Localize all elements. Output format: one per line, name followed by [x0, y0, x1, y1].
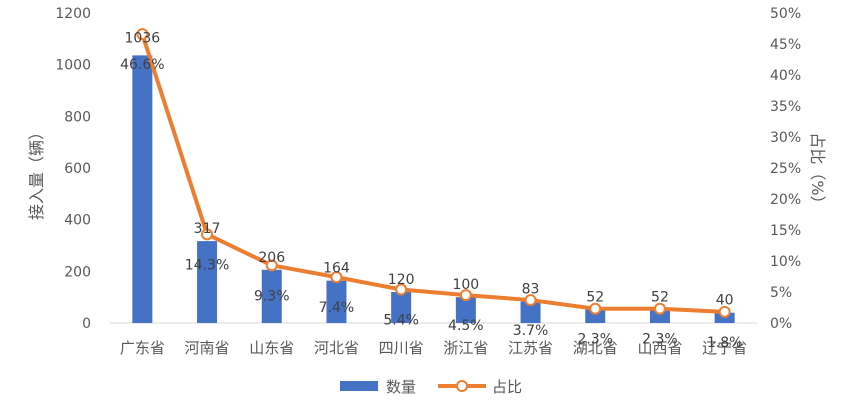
x-tick-label: 山东省 — [249, 339, 294, 357]
bar — [197, 241, 218, 323]
bar-value-label: 52 — [586, 290, 604, 306]
bar — [326, 280, 347, 323]
bar — [455, 297, 476, 323]
y2-tick-label: 15% — [770, 223, 801, 239]
line-point — [330, 271, 343, 284]
line-value-label: 46.6% — [120, 57, 164, 73]
bar-value-label: 100 — [452, 277, 479, 293]
line-value-label: 1.8% — [707, 335, 743, 351]
y2-tick-label: 10% — [770, 254, 801, 270]
line-point — [524, 294, 537, 307]
y-axis-title: 接入量（辆） — [27, 124, 46, 220]
line-point — [201, 228, 214, 241]
bar — [520, 301, 541, 323]
line-value-label: 9.3% — [254, 288, 290, 304]
y2-tick-label: 40% — [770, 68, 801, 84]
line-value-label: 3.7% — [513, 323, 549, 339]
line-value-label: 2.3% — [577, 332, 613, 348]
x-tick-label: 广东省 — [120, 339, 165, 357]
line-series — [136, 28, 731, 318]
x-tick-label: 浙江省 — [443, 339, 488, 357]
data-labels: 1036 317 206 164 120 100 83 52 52 40 46.6% 14.3% 9.3… — [120, 30, 742, 350]
bar-value-label: 164 — [323, 261, 350, 277]
bar-value-label: 52 — [651, 290, 669, 306]
x-tick-label: 山西省 — [637, 339, 682, 357]
line-value-label: 5.4% — [383, 313, 419, 329]
y-tick-label: 1200 — [55, 6, 91, 22]
y2-tick-label: 50% — [770, 6, 801, 22]
x-tick-label: 河南省 — [185, 339, 230, 357]
y2-tick-label: 30% — [770, 130, 801, 146]
bar-value-label: 206 — [258, 250, 285, 266]
line-value-label: 14.3% — [185, 257, 229, 273]
y-tick-label: 1000 — [55, 58, 91, 74]
legend-swatch-bar — [340, 381, 378, 391]
bar-series — [132, 55, 735, 323]
y2-tick-label: 0% — [770, 316, 792, 332]
x-tick-label: 辽宁省 — [702, 339, 747, 357]
bar — [132, 55, 153, 323]
line-point — [395, 283, 408, 296]
line-path — [140, 32, 727, 314]
bar — [261, 269, 282, 323]
bar-value-label: 120 — [388, 272, 415, 288]
line-point — [265, 259, 278, 272]
line-point — [589, 302, 602, 315]
legend-label-bar: 数量 — [386, 378, 416, 396]
bar — [391, 292, 412, 323]
line-point — [718, 305, 731, 318]
y2-tick-label: 35% — [770, 99, 801, 115]
y2-tick-label: 5% — [770, 285, 792, 301]
y2-tick-label: 45% — [770, 37, 801, 53]
bar — [585, 309, 606, 323]
bar — [649, 309, 670, 323]
y2-axis-title: 占比（%） — [808, 132, 827, 211]
line-value-label: 7.4% — [319, 300, 355, 316]
bar-value-label: 40 — [716, 293, 734, 309]
bar-value-label: 317 — [194, 221, 221, 237]
y-tick-label: 200 — [64, 264, 91, 280]
y-tick-label: 800 — [64, 109, 91, 125]
bar-value-label: 83 — [522, 282, 540, 298]
y2-tick-label: 25% — [770, 161, 801, 177]
y-tick-label: 0 — [82, 316, 91, 332]
x-tick-label: 四川省 — [379, 339, 424, 357]
line-point — [136, 28, 149, 41]
line-point — [459, 289, 472, 302]
bar-value-label: 1036 — [125, 30, 161, 46]
line-value-label: 4.5% — [448, 318, 484, 334]
x-tick-label: 河北省 — [314, 339, 359, 357]
axes: 0 200 400 600 800 1000 1200 0% 5% 10% 15% 20% 25% 30%… — [55, 6, 801, 357]
legend-label-line: 占比 — [492, 378, 522, 396]
y-tick-label: 400 — [64, 213, 91, 229]
x-tick-label: 湖北省 — [573, 339, 618, 357]
x-tick-label: 江苏省 — [508, 339, 553, 357]
y2-tick-label: 20% — [770, 192, 801, 208]
line-value-label: 2.3% — [642, 332, 678, 348]
line-point — [653, 302, 666, 315]
legend-swatch-marker — [456, 380, 468, 392]
y-tick-label: 600 — [64, 161, 91, 177]
legend: 数量 占比 — [340, 378, 522, 396]
